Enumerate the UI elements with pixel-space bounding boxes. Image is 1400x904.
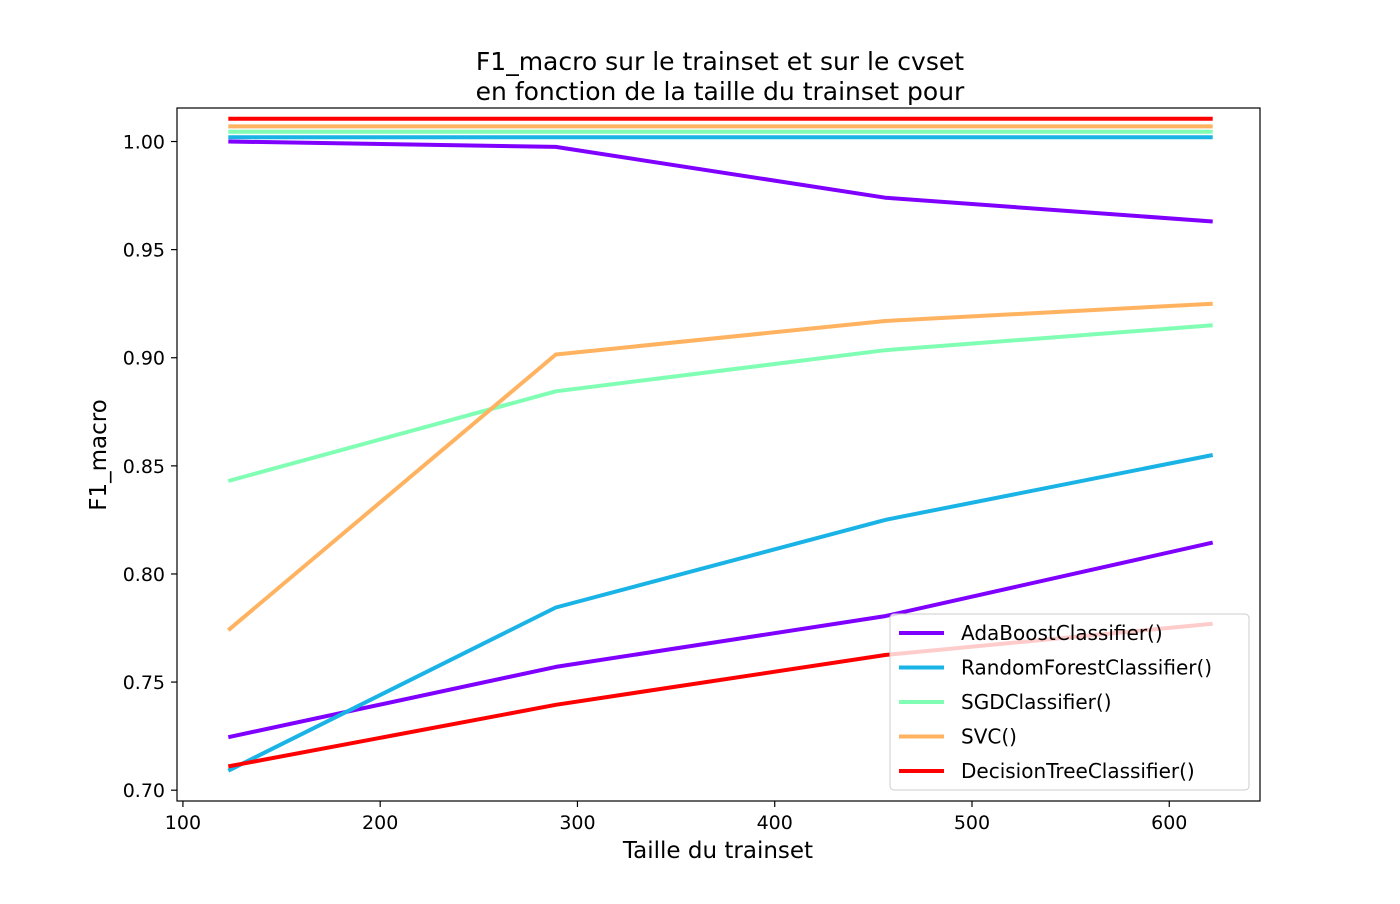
y-tick-label: 0.85 <box>123 456 165 478</box>
chart-title-line-1: F1_macro sur le trainset et sur le cvset <box>476 47 964 76</box>
x-axis-ticks: 100 200 300 400 500 600 <box>165 801 1187 834</box>
series-0 <box>227 139 1214 740</box>
legend-label-1: RandomForestClassifier() <box>961 656 1212 680</box>
legend-label-0: AdaBoostClassifier() <box>961 621 1163 645</box>
y-tick-label: 0.75 <box>123 672 165 694</box>
chart-title-line-2: en fonction de la taille du trainset pou… <box>476 77 965 106</box>
x-axis-label: Taille du trainset <box>622 838 813 864</box>
series-line-cv-1 <box>227 453 1214 773</box>
legend-box <box>889 613 1250 791</box>
y-tick-label: 0.80 <box>123 564 165 586</box>
plot-area-frame <box>176 107 1261 802</box>
y-axis-label: F1_macro <box>86 399 112 511</box>
series-line-cv-0 <box>227 540 1214 740</box>
series-2 <box>227 129 1213 483</box>
series-line-train-0 <box>228 139 1213 224</box>
x-tick-label: 100 <box>165 812 201 834</box>
y-tick-label: 0.95 <box>123 240 165 262</box>
x-tick-label: 600 <box>1151 812 1187 834</box>
series-1 <box>227 135 1214 773</box>
x-tick-label: 400 <box>757 812 793 834</box>
series-line-cv-2 <box>227 323 1213 483</box>
x-tick-label: 500 <box>954 812 990 834</box>
series-line-cv-3 <box>227 301 1213 632</box>
legend-label-4: DecisionTreeClassifier() <box>961 759 1195 783</box>
chart-title: F1_macro sur le trainset et sur le cvset… <box>476 47 965 106</box>
x-tick-label: 200 <box>362 812 398 834</box>
y-tick-label: 0.70 <box>123 780 165 802</box>
y-tick-label: 0.90 <box>123 348 165 370</box>
series-group <box>227 116 1214 773</box>
legend-label-2: SGDClassifier() <box>961 690 1112 714</box>
y-axis-ticks: 0.70 0.75 0.80 0.85 0.90 0.95 1.00 <box>123 132 177 802</box>
series-3 <box>227 124 1213 632</box>
y-tick-label: 1.00 <box>123 132 165 154</box>
legend: AdaBoostClassifier() RandomForestClassifi… <box>889 613 1250 791</box>
x-tick-label: 300 <box>559 812 595 834</box>
legend-label-3: SVC() <box>961 725 1017 749</box>
